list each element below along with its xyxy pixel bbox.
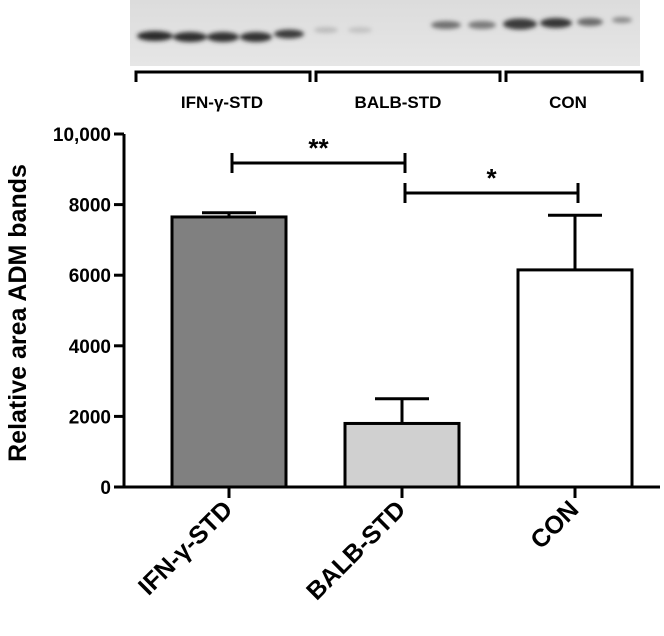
significance-label: ** (308, 133, 329, 163)
significance-markers: *** (230, 133, 580, 203)
y-axis-label: Relative area ADM bands (4, 164, 32, 462)
error-bars (202, 211, 602, 424)
blot-band (540, 18, 572, 28)
blot-band (348, 27, 372, 33)
blot-band (207, 32, 239, 42)
blot-band (137, 31, 173, 41)
western-blot (130, 0, 640, 66)
bar (516, 268, 634, 489)
blot-brackets (134, 70, 644, 82)
blot-band (274, 29, 304, 39)
y-tick-label: 10,000 (53, 125, 111, 146)
blot-label-ifn: IFN-γ-STD (181, 93, 263, 112)
blot-band (577, 18, 603, 26)
blot-membrane (130, 0, 640, 66)
blot-label-balb: BALB-STD (355, 93, 442, 112)
bars (170, 215, 634, 489)
blot-band (314, 27, 338, 33)
blot-band (431, 21, 461, 29)
y-axis: 0 2000 4000 6000 8000 10,000 (53, 125, 126, 499)
blot-band (612, 17, 632, 23)
y-tick-label: 0 (100, 478, 111, 499)
bracket-con (504, 70, 644, 82)
y-tick-label: 4000 (69, 337, 111, 358)
blot-label-con: CON (549, 93, 587, 112)
blot-band (173, 32, 207, 42)
y-tick-label: 8000 (69, 196, 111, 217)
bar (343, 421, 461, 489)
significance-label: * (486, 163, 497, 193)
y-tick-label: 6000 (69, 266, 111, 287)
bracket-ifn (134, 70, 312, 82)
y-tick-label: 2000 (69, 407, 111, 428)
bar-chart: Relative area ADM bands 0 2000 4000 6000 800… (4, 125, 660, 606)
blot-band (240, 32, 272, 42)
bar (170, 215, 288, 489)
bracket-balb (314, 70, 502, 82)
x-tick-label: IFN-γ-STD (133, 495, 238, 600)
x-tick-label: CON (525, 495, 584, 554)
blot-band (468, 21, 496, 29)
blot-band (503, 18, 537, 30)
x-tick-label: BALB-STD (301, 495, 411, 605)
x-axis: IFN-γ-STD BALB-STD CON (123, 485, 660, 606)
blot-bands (137, 17, 632, 42)
